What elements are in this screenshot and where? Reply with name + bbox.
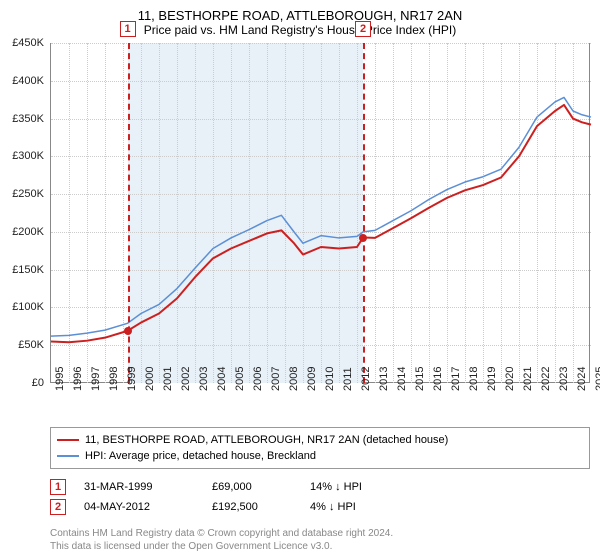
x-axis-label: 2001	[162, 367, 174, 391]
x-axis-label: 2005	[234, 367, 246, 391]
x-axis-label: 2023	[558, 367, 570, 391]
y-axis-label: £450K	[12, 37, 44, 49]
x-axis-label: 2010	[324, 367, 336, 391]
sales-row-price: £192,500	[212, 501, 292, 513]
sales-row-delta: 4% ↓ HPI	[310, 501, 410, 513]
y-axis-label: £50K	[18, 339, 44, 351]
x-axis-label: 2022	[540, 367, 552, 391]
x-axis-label: 1999	[126, 367, 138, 391]
x-axis-label: 1996	[72, 367, 84, 391]
y-axis-label: £300K	[12, 150, 44, 162]
y-axis-label: £100K	[12, 301, 44, 313]
y-axis-label: £0	[32, 377, 44, 389]
x-axis-label: 2020	[504, 367, 516, 391]
legend-item-property: 11, BESTHORPE ROAD, ATTLEBOROUGH, NR17 2…	[57, 432, 583, 448]
y-axis-label: £250K	[12, 188, 44, 200]
sales-row-1: 1 31-MAR-1999 £69,000 14% ↓ HPI	[50, 477, 590, 497]
sales-row-price: £69,000	[212, 481, 292, 493]
series-hpi	[51, 97, 591, 336]
house-price-chart: 11, BESTHORPE ROAD, ATTLEBOROUGH, NR17 2…	[0, 0, 600, 560]
sales-table: 1 31-MAR-1999 £69,000 14% ↓ HPI 2 04-MAY-2012…	[50, 477, 590, 517]
sales-row-2: 2 04-MAY-2012 £192,500 4% ↓ HPI	[50, 497, 590, 517]
chart-title-block: 11, BESTHORPE ROAD, ATTLEBOROUGH, NR17 2…	[10, 8, 590, 37]
x-axis-label: 2025	[594, 367, 600, 391]
x-axis-label: 2004	[216, 367, 228, 391]
x-axis-label: 2003	[198, 367, 210, 391]
legend-swatch	[57, 455, 79, 457]
chart-subtitle: Price paid vs. HM Land Registry's House …	[10, 23, 590, 37]
sale-marker-dot-2	[359, 234, 367, 242]
x-axis-label: 1997	[90, 367, 102, 391]
x-axis-label: 2009	[306, 367, 318, 391]
x-axis-label: 2012	[360, 367, 372, 391]
x-axis-label: 2017	[450, 367, 462, 391]
x-axis-label: 2015	[414, 367, 426, 391]
x-axis-label: 2024	[576, 367, 588, 391]
x-axis-label: 2007	[270, 367, 282, 391]
x-axis-label: 1998	[108, 367, 120, 391]
footer-line-2: This data is licensed under the Open Gov…	[50, 540, 590, 553]
y-axis-label: £200K	[12, 226, 44, 238]
plot-frame: 12	[50, 43, 590, 383]
footer-line-1: Contains HM Land Registry data © Crown c…	[50, 527, 590, 540]
footer-attribution: Contains HM Land Registry data © Crown c…	[50, 527, 590, 553]
sales-row-delta: 14% ↓ HPI	[310, 481, 410, 493]
legend-label: 11, BESTHORPE ROAD, ATTLEBOROUGH, NR17 2…	[85, 434, 448, 446]
sale-marker-line-2	[363, 43, 365, 383]
plot-area: 12 £0£50K£100K£150K£200K£250K£300K£350K£…	[50, 43, 590, 383]
x-axis-label: 2006	[252, 367, 264, 391]
chart-title: 11, BESTHORPE ROAD, ATTLEBOROUGH, NR17 2…	[10, 8, 590, 23]
x-axis-label: 2002	[180, 367, 192, 391]
legend-item-hpi: HPI: Average price, detached house, Brec…	[57, 448, 583, 464]
x-axis-label: 2008	[288, 367, 300, 391]
sale-marker-badge-2: 2	[355, 21, 371, 37]
legend-label: HPI: Average price, detached house, Brec…	[85, 450, 316, 462]
y-axis-label: £350K	[12, 113, 44, 125]
x-axis-label: 2018	[468, 367, 480, 391]
sale-marker-dot-1	[124, 327, 132, 335]
sales-row-badge: 1	[50, 479, 66, 495]
sales-row-badge: 2	[50, 499, 66, 515]
x-axis-label: 2000	[144, 367, 156, 391]
y-axis-label: £150K	[12, 264, 44, 276]
x-axis-label: 2011	[342, 367, 354, 391]
x-axis-label: 2021	[522, 367, 534, 391]
legend: 11, BESTHORPE ROAD, ATTLEBOROUGH, NR17 2…	[50, 427, 590, 469]
series-property	[51, 105, 591, 342]
sale-marker-badge-1: 1	[120, 21, 136, 37]
x-axis-label: 1995	[54, 367, 66, 391]
x-axis-label: 2014	[396, 367, 408, 391]
x-axis-label: 2013	[378, 367, 390, 391]
x-axis-label: 2016	[432, 367, 444, 391]
legend-swatch	[57, 439, 79, 441]
y-axis-label: £400K	[12, 75, 44, 87]
line-series-svg	[51, 43, 591, 383]
x-axis-label: 2019	[486, 367, 498, 391]
sales-row-date: 04-MAY-2012	[84, 501, 194, 513]
sales-row-date: 31-MAR-1999	[84, 481, 194, 493]
